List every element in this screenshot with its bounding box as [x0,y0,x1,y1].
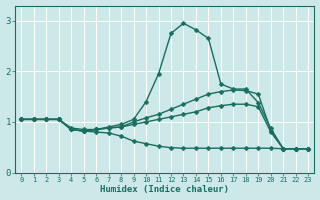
X-axis label: Humidex (Indice chaleur): Humidex (Indice chaleur) [100,185,229,194]
